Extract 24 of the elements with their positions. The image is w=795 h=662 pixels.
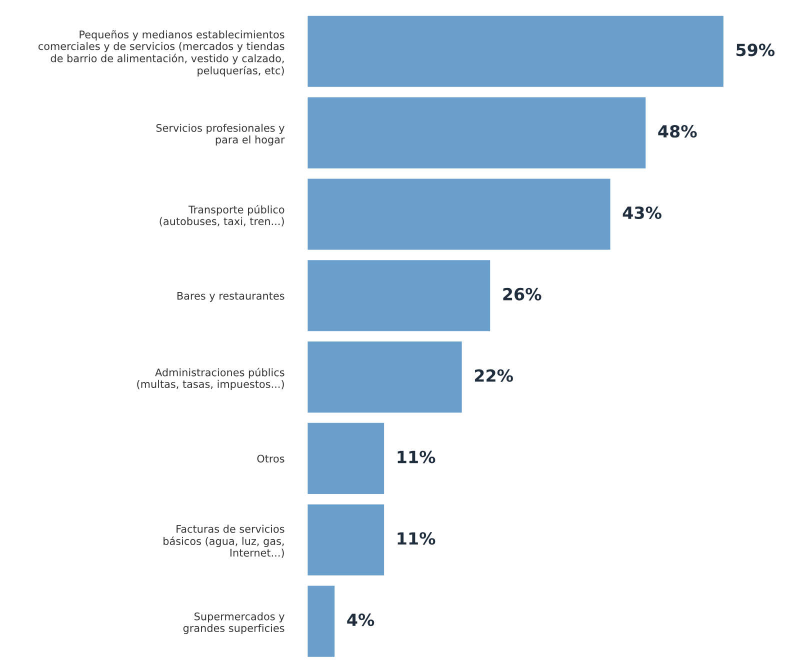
- y-tick-label: Supermercados y grandes superficies: [183, 612, 284, 634]
- bar: [307, 502, 386, 577]
- bar: [307, 14, 725, 88]
- data-label: 11%: [398, 532, 436, 545]
- bar: [307, 422, 386, 496]
- bar: [307, 177, 612, 252]
- data-label: 4%: [347, 614, 374, 626]
- bar: [307, 584, 336, 658]
- bar: [307, 96, 648, 170]
- data-label: 48%: [658, 125, 697, 138]
- data-label: 22%: [474, 369, 513, 382]
- y-tick-label: Servicios profesionales y para el hogar: [156, 124, 285, 146]
- y-tick-label: Transporte público (autobuses, taxi, tren...): [160, 205, 284, 226]
- y-tick-label: Otros: [257, 454, 284, 463]
- data-label: 43%: [622, 206, 662, 220]
- bar: [307, 258, 492, 333]
- data-label: 11%: [398, 450, 436, 464]
- y-tick-label: Pequeños y medianos establecimientos comerciales y de servicios (mercados y tiendas de barrio de alimentación, vestido y calzado, peluquerías, etc): [38, 30, 284, 76]
- y-tick-label: Administraciones públics (multas, tasas, impuestos...): [137, 368, 284, 390]
- data-label: 26%: [503, 288, 542, 300]
- bar: [307, 340, 464, 414]
- y-tick-label: Facturas de servicios básicos (agua, luz, gas, Internet...): [164, 524, 284, 558]
- y-tick-label: Bares y restaurantes: [177, 292, 284, 302]
- data-label: 59%: [736, 44, 775, 56]
